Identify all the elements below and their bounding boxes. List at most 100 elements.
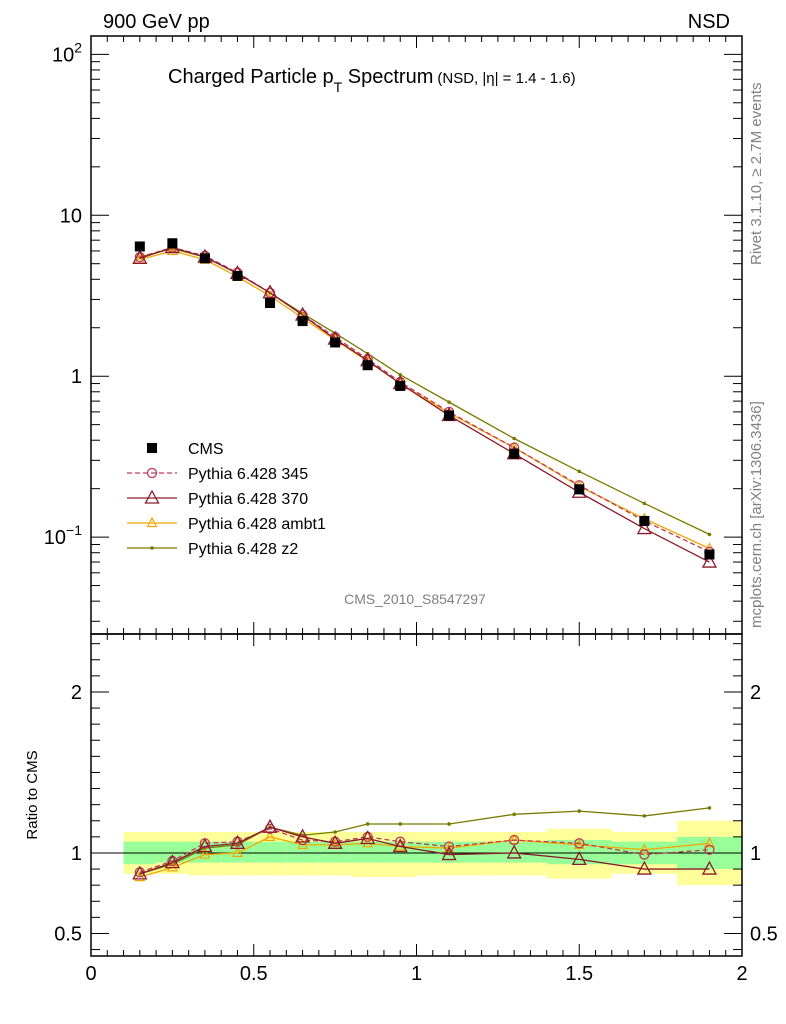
main-point-cms	[134, 241, 145, 252]
x-tick-label: 1.5	[565, 963, 593, 985]
ratio-point-pythia-6-428-ambt1	[264, 830, 276, 841]
ratio-point-pythia-6-428-370	[506, 844, 522, 859]
legend-entry-pythia-6-428-z2: Pythia 6.428 z2	[127, 541, 298, 558]
header-left: 900 GeV pp	[103, 11, 210, 33]
ratio-point-pythia-6-428-370	[294, 828, 311, 843]
ratio-point-pythia-6-428-ambt1	[199, 848, 211, 859]
ratio-point-pythia-6-428-z2	[707, 806, 712, 810]
ratio-point-pythia-6-428-z2	[512, 812, 516, 817]
main-point-pythia-6-428-z2	[447, 400, 451, 404]
ratio-point-pythia-6-428-345	[574, 838, 585, 849]
ratio-point-pythia-6-428-370	[132, 865, 148, 880]
legend-label-cms: CMS	[188, 441, 224, 458]
legend-entry-pythia-6-428-370: Pythia 6.428 370	[127, 489, 308, 508]
legend-marker-pythia-6-428-370	[144, 489, 160, 504]
ratio-point-pythia-6-428-345	[639, 849, 650, 860]
legend: CMS Pythia 6.428 345 Pythia 6.428 370 Pythi…	[127, 441, 326, 558]
ratio-point-pythia-6-428-370	[197, 838, 213, 853]
main-point-cms	[362, 360, 373, 371]
ratio-line-pythia-6-428-ambt1	[139, 836, 710, 878]
ratio-line-pythia-6-428-370	[139, 826, 710, 875]
main-point-pythia-6-428-z2	[398, 373, 403, 377]
band-inner-bin	[221, 841, 254, 863]
ratio-point-pythia-6-428-370	[701, 860, 718, 875]
legend-label-pythia-6-428-345: Pythia 6.428 345	[188, 466, 308, 483]
main-point-pythia-6-428-370	[701, 553, 718, 568]
main-point-cms	[395, 380, 406, 391]
ratio-point-pythia-6-428-370	[360, 830, 376, 845]
main-line-pythia-6-428-370	[139, 246, 710, 563]
x-tick-label: 0	[85, 963, 96, 985]
header-right: NSD	[688, 11, 730, 33]
ratio-point-pythia-6-428-ambt1	[703, 837, 715, 848]
main-point-pythia-6-428-370	[636, 520, 652, 535]
main-series-layer	[132, 238, 718, 568]
legend-marker-pythia-6-428-z2	[150, 546, 154, 550]
main-point-cms	[509, 448, 520, 459]
band-inner-bin	[318, 841, 352, 863]
band-inner-bin	[156, 841, 189, 863]
ratio-series-pythia-6-428-370	[132, 818, 718, 880]
ratio-y-tick-label-right: 0.5	[750, 923, 778, 945]
ratio-point-pythia-6-428-345	[704, 844, 715, 855]
ratio-point-pythia-6-428-z2	[577, 809, 582, 813]
chart-title: Charged Particle pT Spectrum (NSD, |η| = …	[168, 66, 576, 95]
ratio-point-pythia-6-428-ambt1	[508, 833, 520, 845]
ratio-point-pythia-6-428-z2	[365, 822, 370, 826]
ratio-ylabel: Ratio to CMS	[24, 750, 41, 839]
ratio-point-pythia-6-428-370	[229, 834, 246, 849]
x-tick-label: 0.5	[240, 963, 268, 985]
legend-label-pythia-6-428-z2: Pythia 6.428 z2	[188, 541, 298, 558]
ratio-point-pythia-6-428-370	[571, 851, 587, 866]
ratio-line-pythia-6-428-z2	[139, 807, 710, 875]
main-point-cms	[639, 515, 650, 526]
ratio-point-pythia-6-428-370	[636, 860, 652, 875]
main-point-cms	[444, 410, 455, 421]
main-y-tick-label: 102	[52, 39, 82, 66]
ratio-point-pythia-6-428-370	[262, 818, 278, 833]
legend-entry-cms: CMS	[147, 441, 224, 458]
band-inner-bin	[286, 841, 319, 863]
main-point-cms	[232, 270, 243, 281]
main-point-pythia-6-428-370	[132, 249, 148, 264]
ratio-point-pythia-6-428-ambt1	[166, 861, 178, 872]
legend-label-pythia-6-428-370: Pythia 6.428 370	[188, 491, 308, 508]
ratio-point-pythia-6-428-345	[443, 841, 455, 852]
ratio-line-pythia-6-428-345	[139, 828, 710, 873]
ratio-point-pythia-6-428-370	[164, 854, 180, 869]
main-point-cms	[297, 316, 308, 327]
band-inner-bin	[253, 841, 287, 863]
ratio-y-tick-label-left: 1	[71, 843, 82, 865]
band-inner-bin	[351, 841, 384, 863]
main-y-tick-label: 10−1	[44, 522, 82, 549]
ratio-point-pythia-6-428-z2	[642, 814, 647, 818]
ratio-point-pythia-6-428-370	[327, 834, 343, 849]
ratio-frame	[90, 633, 743, 957]
main-point-cms	[574, 484, 585, 495]
analysis-id: CMS_2010_S8547297	[344, 591, 486, 607]
legend-entry-pythia-6-428-345: Pythia 6.428 345	[127, 466, 308, 483]
ratio-point-pythia-6-428-345	[297, 834, 308, 846]
ratio-point-pythia-6-428-z2	[333, 830, 337, 834]
x-tick-label: 2	[736, 963, 747, 985]
main-line-pythia-6-428-345	[139, 246, 710, 553]
ratio-point-pythia-6-428-ambt1	[362, 837, 374, 848]
ratio-point-pythia-6-428-ambt1	[638, 843, 650, 854]
band-inner-bin	[481, 841, 547, 863]
legend-label-pythia-6-428-ambt1: Pythia 6.428 ambt1	[188, 516, 326, 533]
legend-marker-pythia-6-428-ambt1	[146, 516, 158, 528]
ratio-y-tick-label-left: 2	[71, 682, 82, 704]
ratio-point-pythia-6-428-370	[441, 846, 457, 861]
main-point-pythia-6-428-z2	[707, 532, 712, 537]
main-point-pythia-6-428-370	[262, 284, 278, 299]
ratio-y-tick-label-left: 0.5	[54, 923, 82, 945]
main-y-tick-label: 1	[71, 366, 82, 388]
ratio-point-pythia-6-428-z2	[398, 822, 403, 826]
main-point-cms	[167, 238, 178, 249]
ratio-point-pythia-6-428-345	[509, 834, 520, 846]
main-y-tick-label: 10	[60, 205, 82, 227]
legend-marker-cms	[147, 443, 157, 453]
main-point-cms	[199, 253, 210, 264]
main-point-pythia-6-428-z2	[577, 469, 582, 474]
